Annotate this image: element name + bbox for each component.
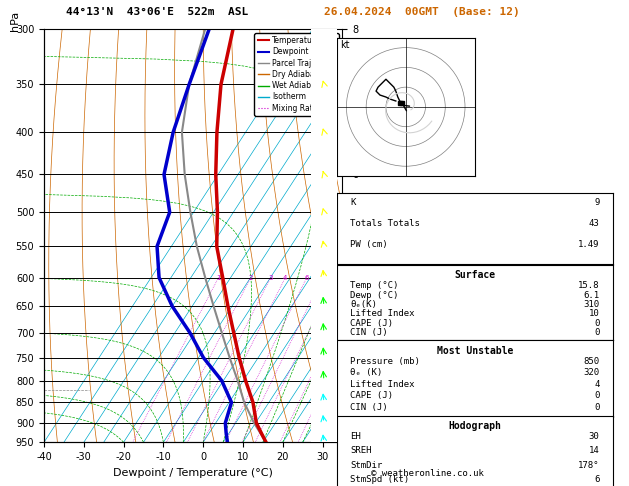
Text: 310: 310 <box>583 300 599 309</box>
Text: © weatheronline.co.uk: © weatheronline.co.uk <box>371 469 484 478</box>
Text: 8: 8 <box>320 275 325 280</box>
Text: 1: 1 <box>216 275 221 280</box>
Text: K: K <box>350 198 356 208</box>
Text: 0: 0 <box>594 328 599 337</box>
Text: CAPE (J): CAPE (J) <box>350 391 393 400</box>
Text: 0: 0 <box>594 402 599 412</box>
Text: 44°13'N  43°06'E  522m  ASL: 44°13'N 43°06'E 522m ASL <box>66 7 248 17</box>
Text: 9: 9 <box>594 198 599 208</box>
Text: 30: 30 <box>589 433 599 441</box>
Text: 10: 10 <box>330 275 340 280</box>
Text: 2: 2 <box>248 275 253 280</box>
Text: 0: 0 <box>594 319 599 328</box>
Text: 3: 3 <box>269 275 273 280</box>
Text: Most Unstable: Most Unstable <box>437 346 513 356</box>
Text: 15.8: 15.8 <box>578 281 599 291</box>
Text: 10: 10 <box>589 309 599 318</box>
Text: Lifted Index: Lifted Index <box>350 309 415 318</box>
Text: 6.1: 6.1 <box>583 291 599 300</box>
Text: 4: 4 <box>283 275 287 280</box>
Text: 6: 6 <box>594 475 599 484</box>
Text: Totals Totals: Totals Totals <box>350 219 420 228</box>
Text: EH: EH <box>350 433 361 441</box>
Y-axis label: hPa: hPa <box>10 11 20 31</box>
Text: Dewp (°C): Dewp (°C) <box>350 291 399 300</box>
Text: 320: 320 <box>583 368 599 378</box>
Text: PW (cm): PW (cm) <box>350 240 388 249</box>
Text: SREH: SREH <box>350 447 372 455</box>
Text: Pressure (mb): Pressure (mb) <box>350 357 420 366</box>
Text: Temp (°C): Temp (°C) <box>350 281 399 291</box>
Text: Hodograph: Hodograph <box>448 421 501 431</box>
Text: 43: 43 <box>589 219 599 228</box>
Text: CIN (J): CIN (J) <box>350 402 388 412</box>
Text: Surface: Surface <box>454 270 496 280</box>
Text: StmSpd (kt): StmSpd (kt) <box>350 475 409 484</box>
Text: kt: kt <box>340 40 350 50</box>
Text: 14: 14 <box>589 447 599 455</box>
Text: 1.49: 1.49 <box>578 240 599 249</box>
Text: 850: 850 <box>583 357 599 366</box>
Text: 6: 6 <box>304 275 309 280</box>
Text: 178°: 178° <box>578 461 599 469</box>
Text: 0: 0 <box>594 391 599 400</box>
Text: CIN (J): CIN (J) <box>350 328 388 337</box>
Text: CAPE (J): CAPE (J) <box>350 319 393 328</box>
Text: θₑ (K): θₑ (K) <box>350 368 382 378</box>
Text: Lifted Index: Lifted Index <box>350 380 415 389</box>
Y-axis label: km
ASL: km ASL <box>370 225 388 246</box>
Text: 4: 4 <box>594 380 599 389</box>
Legend: Temperature, Dewpoint, Parcel Trajectory, Dry Adiabat, Wet Adiabat, Isotherm, Mi: Temperature, Dewpoint, Parcel Trajectory… <box>255 33 338 116</box>
X-axis label: Dewpoint / Temperature (°C): Dewpoint / Temperature (°C) <box>113 468 273 478</box>
Text: θₑ(K): θₑ(K) <box>350 300 377 309</box>
Text: 26.04.2024  00GMT  (Base: 12): 26.04.2024 00GMT (Base: 12) <box>323 7 520 17</box>
Text: StmDir: StmDir <box>350 461 382 469</box>
Text: LCL: LCL <box>348 385 364 394</box>
